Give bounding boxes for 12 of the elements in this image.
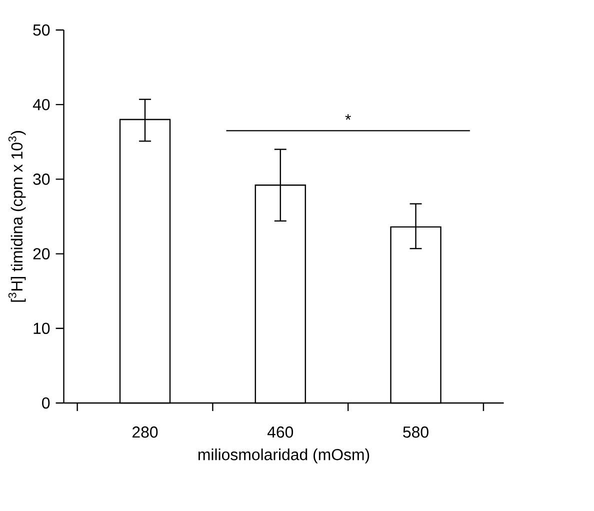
y-tick-label: 20 xyxy=(33,248,50,260)
x-tick-label: 580 xyxy=(403,426,428,438)
y-axis-title: [$^{3}$H] timidina (cpm x 10$^{3}$) xyxy=(8,131,26,302)
x-tick-label: 460 xyxy=(267,426,294,438)
y-tick-label: 40 xyxy=(32,98,50,110)
annotation: * xyxy=(345,114,351,120)
y-tick-label: 50 xyxy=(33,24,50,36)
y-tick-label: 10 xyxy=(34,322,50,334)
y-tick-label: 0 xyxy=(42,397,50,409)
x-tick-label: 280 xyxy=(132,426,158,438)
x-axis-title: miliosmolaridad (mOsm) xyxy=(198,448,370,464)
y-tick-label: 30 xyxy=(33,174,50,185)
